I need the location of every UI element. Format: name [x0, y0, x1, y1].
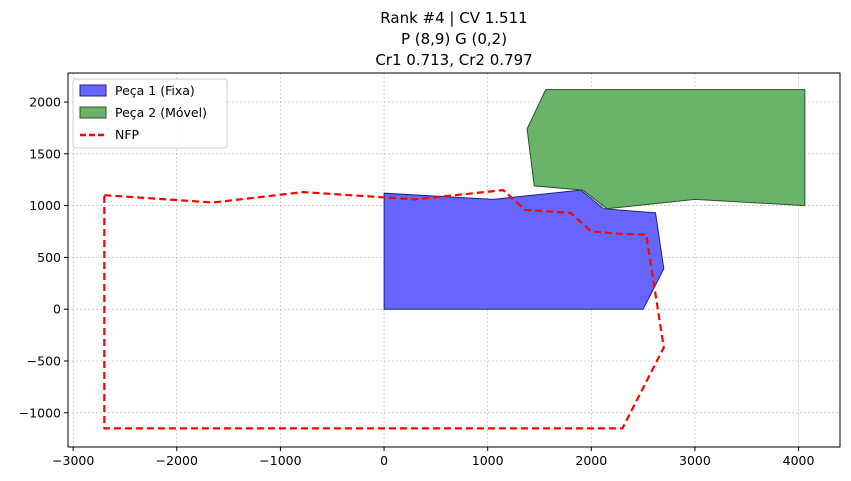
- y-tick-label: 1500: [29, 146, 61, 161]
- y-tick-label: −1000: [19, 405, 61, 420]
- legend-label-peca-1: Peça 1 (Fixa): [115, 83, 195, 98]
- chart-title-line-2: P (8,9) G (0,2): [401, 30, 507, 48]
- y-tick-label: 0: [53, 302, 61, 317]
- x-axis: −3000 −2000 −1000 0 1000 2000 3000 4000: [52, 447, 815, 468]
- axes-frame: [67, 72, 841, 448]
- y-tick-label: 2000: [29, 95, 61, 110]
- legend: Peça 1 (Fixa) Peça 2 (Móvel) NFP: [72, 78, 228, 149]
- legend-label-peca-2: Peça 2 (Móvel): [115, 105, 207, 120]
- x-tick-label: 4000: [783, 453, 815, 468]
- x-tick-label: −1000: [259, 453, 301, 468]
- x-tick-label: 2000: [575, 453, 607, 468]
- plot-area: [103, 89, 806, 430]
- x-tick-label: 1000: [472, 453, 504, 468]
- x-tick-label: −3000: [52, 453, 94, 468]
- legend-swatch-peca-1: [79, 84, 107, 97]
- x-tick-label: −2000: [156, 453, 198, 468]
- chart-title-line-3: Cr1 0.713, Cr2 0.797: [375, 51, 532, 69]
- piece-1-fixed-polygon: [383, 189, 665, 310]
- nfp-line: [103, 189, 665, 430]
- x-tick-label: 0: [380, 453, 388, 468]
- legend-swatch-peca-2: [79, 106, 107, 119]
- legend-box: [72, 78, 228, 149]
- chart-title-line-1: Rank #4 | CV 1.511: [380, 9, 527, 27]
- y-tick-label: −500: [27, 354, 61, 369]
- y-tick-label: 500: [37, 250, 61, 265]
- x-tick-label: 3000: [679, 453, 711, 468]
- y-tick-label: 1000: [29, 198, 61, 213]
- legend-label-nfp: NFP: [115, 127, 140, 142]
- piece-2-movable-polygon: [526, 89, 806, 210]
- y-axis: −1000 −500 0 500 1000 1500 2000: [19, 95, 68, 420]
